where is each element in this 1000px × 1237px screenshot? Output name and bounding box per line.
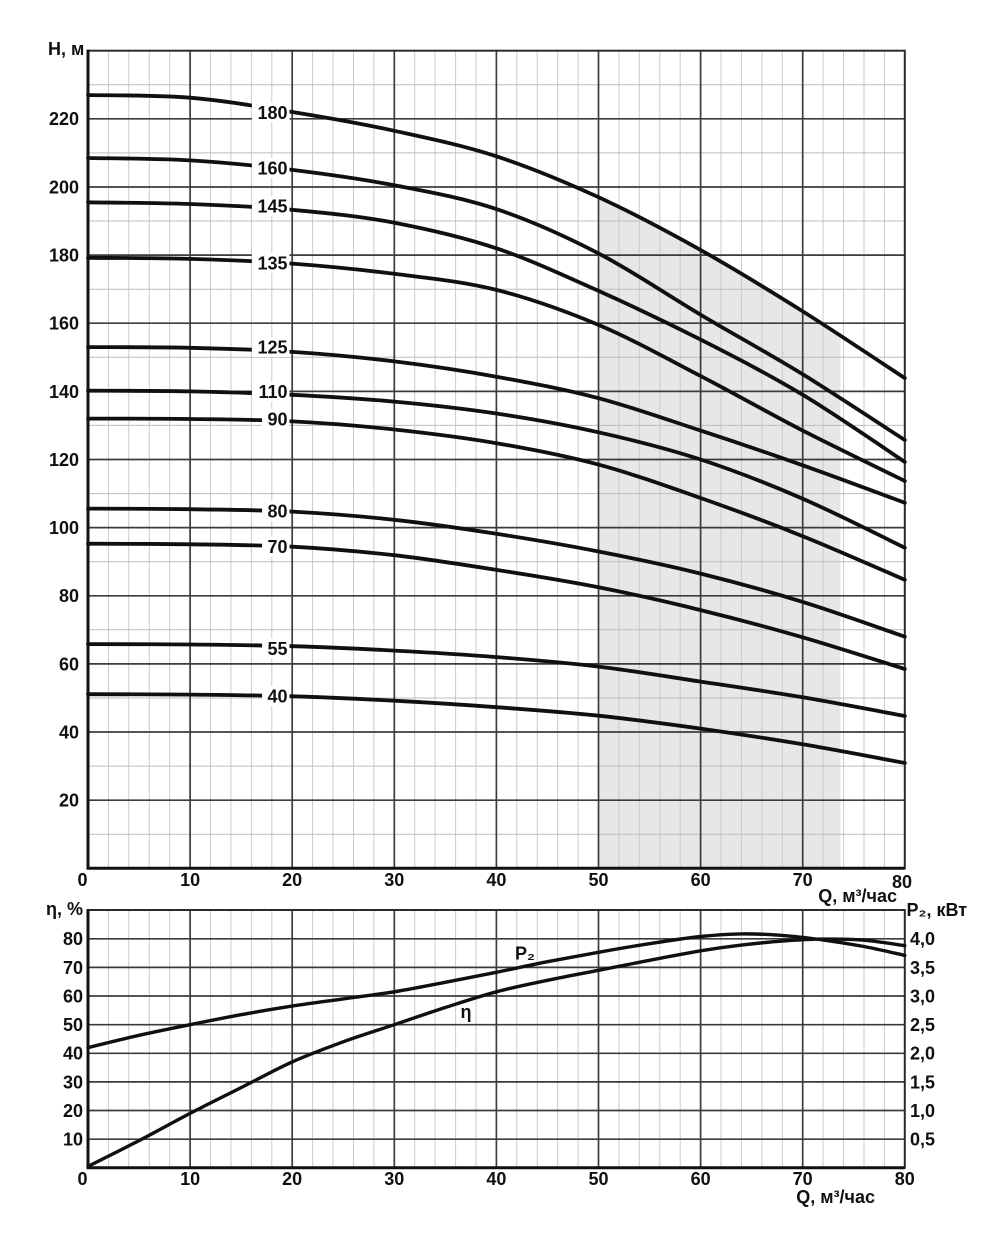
svg-text:η: η	[461, 1002, 472, 1022]
svg-text:Q, м³/час: Q, м³/час	[818, 886, 897, 906]
svg-text:0: 0	[77, 1169, 87, 1189]
svg-text:H, м: H, м	[48, 39, 84, 59]
svg-text:20: 20	[282, 870, 302, 890]
svg-text:50: 50	[63, 1015, 83, 1035]
svg-text:70: 70	[63, 958, 83, 978]
svg-text:0,5: 0,5	[910, 1130, 935, 1150]
svg-text:1,5: 1,5	[910, 1072, 935, 1092]
svg-text:55: 55	[267, 639, 287, 659]
svg-text:2,0: 2,0	[910, 1044, 935, 1064]
svg-text:220: 220	[49, 109, 79, 129]
svg-text:60: 60	[691, 1169, 711, 1189]
svg-text:3,5: 3,5	[910, 958, 935, 978]
svg-text:180: 180	[257, 103, 287, 123]
svg-text:P₂: P₂	[515, 944, 535, 964]
svg-text:Q, м³/час: Q, м³/час	[796, 1187, 875, 1207]
svg-text:40: 40	[486, 1169, 506, 1189]
svg-text:70: 70	[793, 870, 813, 890]
svg-text:145: 145	[257, 196, 287, 216]
svg-text:60: 60	[63, 986, 83, 1006]
svg-text:η, %: η, %	[46, 899, 83, 919]
svg-text:P₂, кВт: P₂, кВт	[907, 900, 968, 920]
svg-text:40: 40	[267, 686, 287, 706]
svg-text:20: 20	[59, 791, 79, 811]
svg-text:200: 200	[49, 177, 79, 197]
svg-text:80: 80	[892, 872, 912, 892]
svg-text:30: 30	[384, 1169, 404, 1189]
svg-text:0: 0	[77, 870, 87, 890]
svg-text:160: 160	[257, 158, 287, 178]
svg-text:135: 135	[257, 253, 287, 273]
svg-text:140: 140	[49, 382, 79, 402]
svg-text:60: 60	[691, 870, 711, 890]
svg-text:4,0: 4,0	[910, 929, 935, 949]
svg-text:80: 80	[895, 1169, 915, 1189]
svg-text:50: 50	[588, 870, 608, 890]
svg-text:120: 120	[49, 450, 79, 470]
svg-text:30: 30	[63, 1072, 83, 1092]
svg-text:110: 110	[258, 382, 287, 402]
svg-text:60: 60	[59, 654, 79, 674]
svg-text:40: 40	[486, 870, 506, 890]
svg-text:80: 80	[59, 586, 79, 606]
svg-text:70: 70	[267, 537, 287, 557]
svg-text:40: 40	[63, 1044, 83, 1064]
svg-text:20: 20	[63, 1101, 83, 1121]
svg-text:10: 10	[180, 1169, 200, 1189]
svg-text:50: 50	[588, 1169, 608, 1189]
svg-text:20: 20	[282, 1169, 302, 1189]
svg-text:70: 70	[793, 1169, 813, 1189]
svg-text:10: 10	[63, 1130, 83, 1150]
svg-text:100: 100	[49, 518, 79, 538]
svg-text:10: 10	[180, 870, 200, 890]
svg-text:2,5: 2,5	[910, 1015, 935, 1035]
svg-text:80: 80	[63, 929, 83, 949]
svg-text:30: 30	[384, 870, 404, 890]
svg-text:90: 90	[267, 409, 287, 429]
svg-text:80: 80	[267, 501, 287, 521]
svg-text:1,0: 1,0	[910, 1101, 935, 1121]
svg-text:125: 125	[257, 337, 287, 357]
svg-text:180: 180	[49, 246, 79, 266]
svg-text:3,0: 3,0	[910, 986, 935, 1006]
svg-text:160: 160	[49, 314, 79, 334]
svg-text:40: 40	[59, 722, 79, 742]
